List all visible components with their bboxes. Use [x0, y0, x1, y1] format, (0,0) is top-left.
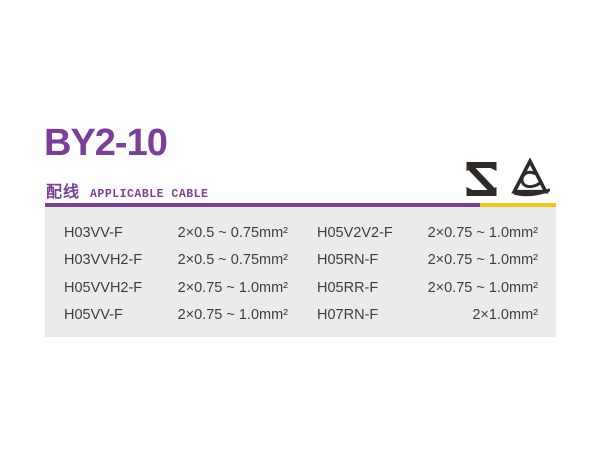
- nemko-n-mark-icon: [466, 162, 497, 196]
- applicable-cable-table: H03VV-F 2×0.5 ~ 0.75mm² H05V2V2-F 2×0.75…: [45, 207, 556, 337]
- cable-spec: 2×0.75 ~ 1.0mm²: [427, 279, 538, 296]
- section-divider: [45, 203, 556, 207]
- divider-purple-segment: [45, 203, 480, 207]
- section-label: 配线 APPLICABLE CABLE: [46, 178, 208, 202]
- section-label-chinese: 配线: [46, 184, 81, 201]
- table-row: H05VV-F 2×0.75 ~ 1.0mm² H07RN-F 2×1.0mm²: [64, 302, 538, 330]
- cable-spec: 2×1.0mm²: [472, 307, 538, 324]
- cable-model: H05V2V2-F: [317, 224, 393, 241]
- triangle-cert-mark-icon: [510, 158, 550, 198]
- cable-spec: 2×0.5 ~ 0.75mm²: [177, 224, 288, 241]
- cable-spec: 2×0.75 ~ 1.0mm²: [427, 224, 538, 241]
- cable-model: H07RN-F: [317, 307, 379, 324]
- cable-model: H05VVH2-F: [64, 279, 143, 296]
- cable-model: H03VVH2-F: [64, 252, 143, 269]
- table-row: H05VVH2-F 2×0.75 ~ 1.0mm² H05RR-F 2×0.75…: [64, 274, 538, 302]
- cable-model: H03VV-F: [64, 224, 123, 241]
- cable-spec: 2×0.75 ~ 1.0mm²: [177, 279, 288, 296]
- divider-yellow-segment: [480, 203, 556, 207]
- cable-spec: 2×0.5 ~ 0.75mm²: [177, 252, 288, 269]
- cable-model: H05RN-F: [317, 252, 379, 269]
- cable-model: H05VV-F: [64, 307, 123, 324]
- section-label-english: APPLICABLE CABLE: [90, 188, 209, 201]
- table-row: H03VVH2-F 2×0.5 ~ 0.75mm² H05RN-F 2×0.75…: [64, 247, 538, 275]
- table-row: H03VV-F 2×0.5 ~ 0.75mm² H05V2V2-F 2×0.75…: [64, 219, 538, 247]
- cable-spec: 2×0.75 ~ 1.0mm²: [177, 307, 288, 324]
- product-model-title: BY2-10: [44, 122, 168, 164]
- cable-spec: 2×0.75 ~ 1.0mm²: [427, 252, 538, 269]
- certification-marks: [464, 158, 556, 198]
- cable-model: H05RR-F: [317, 279, 379, 296]
